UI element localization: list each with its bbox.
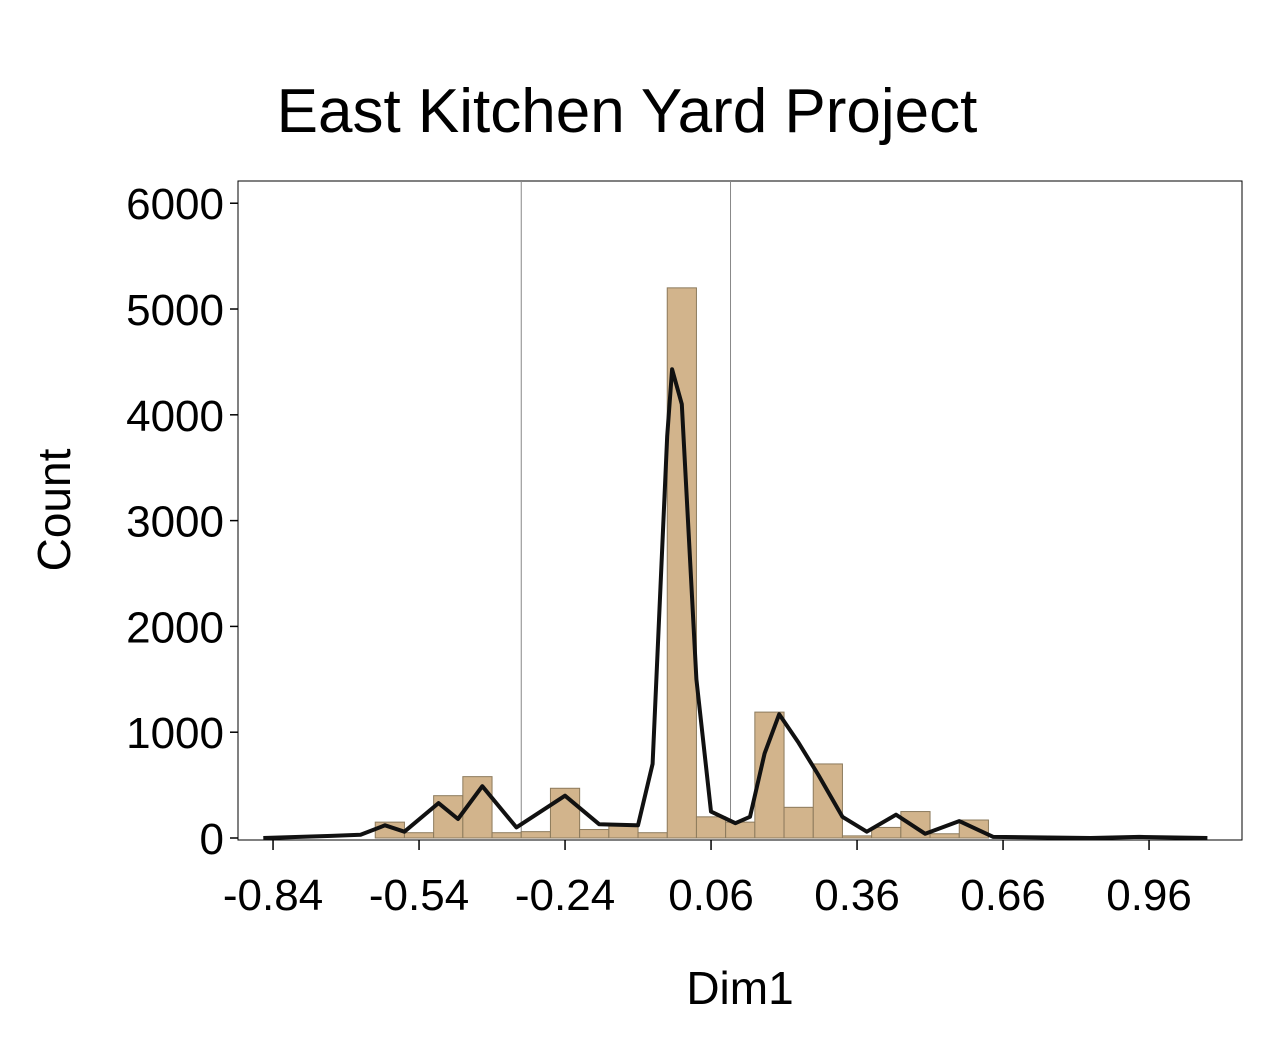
x-tick-label: 0.36 [814,871,900,920]
x-tick-label: 0.96 [1106,871,1192,920]
y-tick-label: 0 [200,815,224,864]
x-axis-label: Dim1 [686,962,793,1014]
bar [579,829,610,839]
bar [637,832,668,839]
x-tick-label: 0.06 [668,871,754,920]
density-curve [263,367,1208,840]
y-tick-label: 5000 [126,286,224,335]
bar [725,821,756,839]
y-tick-label: 4000 [126,392,224,441]
bar [608,824,639,839]
y-axis-label: Count [28,448,80,571]
x-tick-label: -0.54 [369,871,469,920]
bar [841,835,873,839]
bar [695,816,727,839]
x-tick-label: -0.24 [515,871,615,920]
x-tick-label: -0.84 [223,871,323,920]
bar [403,832,435,839]
y-tick-label: 6000 [126,180,224,229]
bar [520,831,551,839]
y-tick-label: 2000 [126,603,224,652]
x-tick-label: 0.66 [960,871,1046,920]
bar [929,833,960,839]
bar [871,826,902,839]
bar [491,832,522,839]
plot-area [237,180,1243,841]
chart-title: East Kitchen Yard Project [277,77,978,146]
y-tick-label: 3000 [126,498,224,547]
bar [783,806,814,839]
y-tick-label: 1000 [126,709,224,758]
